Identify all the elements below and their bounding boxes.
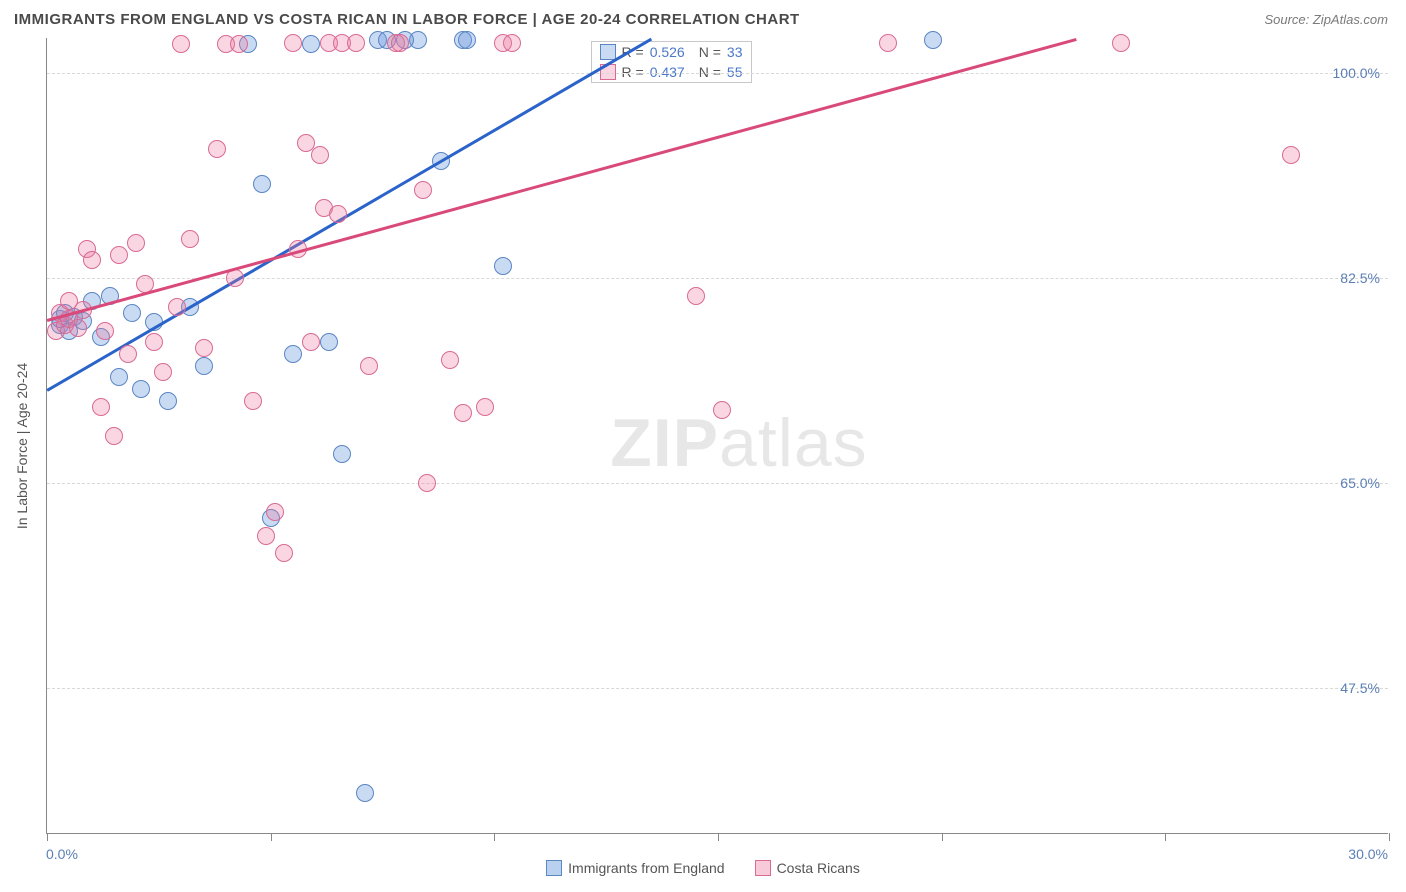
legend-item: Immigrants from England	[546, 860, 724, 876]
scatter-point-england	[302, 35, 320, 53]
scatter-point-costa_rican	[418, 474, 436, 492]
scatter-point-costa_rican	[360, 357, 378, 375]
scatter-plot-area: ZIPatlas R =0.526N =33R =0.437N =55 47.5…	[46, 38, 1388, 834]
scatter-point-costa_rican	[172, 35, 190, 53]
gridline-h	[47, 73, 1388, 74]
scatter-point-england	[458, 31, 476, 49]
scatter-point-costa_rican	[145, 333, 163, 351]
scatter-point-costa_rican	[69, 319, 87, 337]
x-tick	[718, 833, 719, 841]
y-tick-label: 65.0%	[1340, 475, 1380, 491]
gridline-h	[47, 688, 1388, 689]
scatter-point-england	[320, 333, 338, 351]
series-legend: Immigrants from England Costa Ricans	[0, 860, 1406, 876]
watermark: ZIPatlas	[610, 404, 867, 482]
scatter-point-costa_rican	[266, 503, 284, 521]
gridline-h	[47, 483, 1388, 484]
scatter-point-costa_rican	[168, 298, 186, 316]
legend-swatch-icon	[755, 860, 771, 876]
scatter-point-costa_rican	[230, 35, 248, 53]
trend-line-england	[46, 38, 651, 391]
scatter-point-costa_rican	[347, 34, 365, 52]
scatter-point-costa_rican	[244, 392, 262, 410]
chart-header: IMMIGRANTS FROM ENGLAND VS COSTA RICAN I…	[0, 0, 1406, 38]
stats-swatch-icon	[600, 44, 616, 60]
scatter-point-costa_rican	[110, 246, 128, 264]
y-axis-title: In Labor Force | Age 20-24	[14, 363, 30, 529]
scatter-point-england	[356, 784, 374, 802]
scatter-point-costa_rican	[414, 181, 432, 199]
scatter-point-costa_rican	[105, 427, 123, 445]
scatter-point-costa_rican	[83, 251, 101, 269]
scatter-point-costa_rican	[208, 140, 226, 158]
scatter-point-costa_rican	[96, 322, 114, 340]
scatter-point-costa_rican	[119, 345, 137, 363]
scatter-point-costa_rican	[476, 398, 494, 416]
scatter-point-costa_rican	[391, 34, 409, 52]
scatter-point-england	[284, 345, 302, 363]
scatter-point-england	[132, 380, 150, 398]
scatter-point-costa_rican	[503, 34, 521, 52]
scatter-point-england	[333, 445, 351, 463]
legend-item: Costa Ricans	[755, 860, 860, 876]
legend-swatch-icon	[546, 860, 562, 876]
scatter-point-costa_rican	[154, 363, 172, 381]
scatter-point-costa_rican	[879, 34, 897, 52]
y-tick-label: 47.5%	[1340, 680, 1380, 696]
scatter-point-costa_rican	[329, 205, 347, 223]
scatter-point-costa_rican	[127, 234, 145, 252]
scatter-point-england	[253, 175, 271, 193]
scatter-point-costa_rican	[302, 333, 320, 351]
x-tick	[271, 833, 272, 841]
scatter-point-costa_rican	[1282, 146, 1300, 164]
scatter-point-costa_rican	[441, 351, 459, 369]
stats-row-costa_rican: R =0.437N =55	[592, 62, 751, 82]
scatter-point-costa_rican	[181, 230, 199, 248]
scatter-point-england	[494, 257, 512, 275]
scatter-point-costa_rican	[257, 527, 275, 545]
x-tick	[47, 833, 48, 841]
scatter-point-england	[123, 304, 141, 322]
y-tick-label: 100.0%	[1333, 65, 1380, 81]
scatter-point-england	[195, 357, 213, 375]
x-tick	[1389, 833, 1390, 841]
chart-title: IMMIGRANTS FROM ENGLAND VS COSTA RICAN I…	[14, 11, 800, 28]
chart-source: Source: ZipAtlas.com	[1264, 12, 1388, 27]
x-tick	[494, 833, 495, 841]
scatter-point-costa_rican	[275, 544, 293, 562]
y-tick-label: 82.5%	[1340, 270, 1380, 286]
scatter-point-costa_rican	[311, 146, 329, 164]
scatter-point-costa_rican	[713, 401, 731, 419]
x-tick	[942, 833, 943, 841]
scatter-point-costa_rican	[687, 287, 705, 305]
scatter-point-england	[110, 368, 128, 386]
scatter-point-england	[924, 31, 942, 49]
x-tick	[1165, 833, 1166, 841]
scatter-point-costa_rican	[284, 34, 302, 52]
scatter-point-england	[159, 392, 177, 410]
correlation-stats-box: R =0.526N =33R =0.437N =55	[591, 41, 752, 83]
scatter-point-costa_rican	[1112, 34, 1130, 52]
scatter-point-costa_rican	[92, 398, 110, 416]
scatter-point-costa_rican	[454, 404, 472, 422]
scatter-point-costa_rican	[195, 339, 213, 357]
gridline-h	[47, 278, 1388, 279]
